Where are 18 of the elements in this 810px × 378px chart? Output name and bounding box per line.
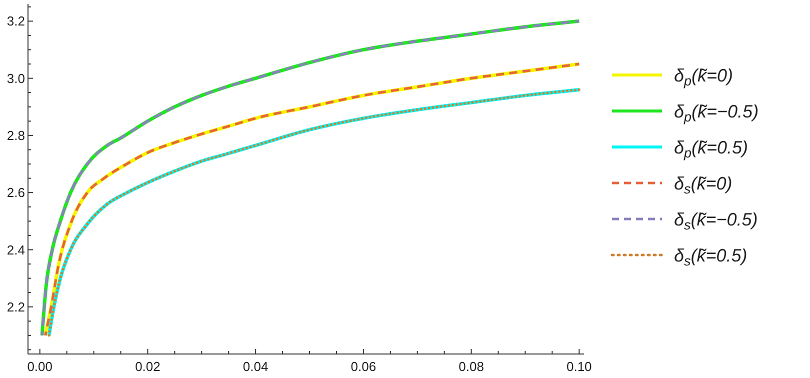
x-tick-label: 0.02: [135, 359, 160, 374]
legend-label: δ$_{s}$(k̃=−0.5): [674, 209, 758, 232]
x-tick-label: 0.06: [350, 359, 376, 374]
legend-label: δ$_{p}$(k̃=0.5): [674, 137, 748, 160]
legend-label: δ$_{s}$(k̃=0.5): [674, 245, 748, 268]
y-tick-label: 2.4: [6, 242, 25, 258]
y-tick-label: 3.0: [6, 70, 25, 86]
legend-label: δ$_{p}$(k̃=−0.5): [674, 101, 759, 124]
y-tick-label: 2.8: [6, 128, 25, 143]
legend-label: δ$_{s}$(k̃=0): [674, 173, 732, 196]
y-tick-label: 2.2: [6, 299, 25, 314]
legend-label: δ$_{p}$(k̃=0): [674, 65, 734, 88]
y-tick-label: 2.6: [6, 185, 25, 200]
y-tick-label: 3.2: [6, 14, 25, 29]
x-tick-label: 0.00: [27, 359, 53, 374]
x-tick-label: 0.08: [458, 359, 484, 374]
x-tick-label: 0.10: [566, 359, 592, 374]
x-tick-label: 0.04: [242, 359, 268, 374]
